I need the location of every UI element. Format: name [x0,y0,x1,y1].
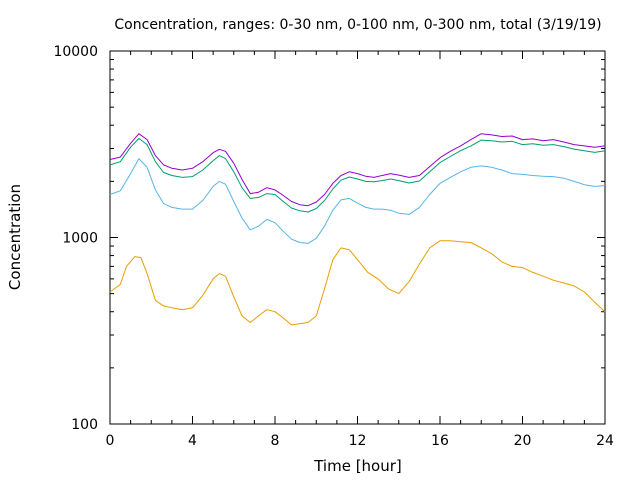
x-axis: 0 4 8 12 16 20 24 [106,51,614,449]
series-line-3 [109,158,606,244]
x-tick-label: 4 [188,433,197,449]
y-axis: 100 1000 10000 [53,44,605,433]
x-tick-label: 8 [271,433,280,449]
x-axis-label: Time [hour] [313,457,402,475]
y-axis-label: Concentration [6,184,24,290]
series-line-4 [109,240,606,326]
series-lines [109,133,606,326]
x-tick-label: 12 [349,433,367,449]
series-line-1 [109,133,606,207]
x-tick-label: 0 [106,433,115,449]
x-tick-label: 20 [514,433,532,449]
series-line-2 [109,137,606,213]
y-tick-label: 100 [71,417,98,433]
y-tick-label: 1000 [62,231,98,247]
plot-frame [109,50,606,425]
chart-title: Concentration, ranges: 0-30 nm, 0-100 nm… [114,17,601,33]
y-tick-label: 10000 [53,44,98,60]
x-tick-label: 16 [431,433,449,449]
x-tick-label: 24 [596,433,614,449]
